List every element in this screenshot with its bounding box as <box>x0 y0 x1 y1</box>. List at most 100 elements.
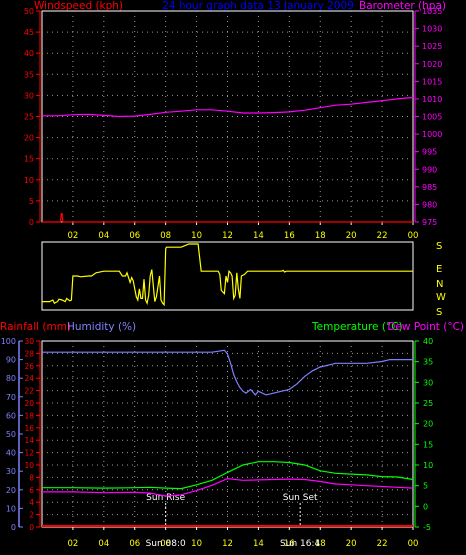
panel2-frame <box>41 241 414 311</box>
barometer-tick-label: 975 <box>422 218 437 227</box>
chart-title: 24 hour graph data 13 January 2009 <box>162 0 354 12</box>
x-tick-label: 20 <box>346 231 357 241</box>
dewpoint-axis-title: Dew Point (°C) <box>387 321 464 333</box>
x-tick-label: 16 <box>284 539 295 549</box>
rainfall-tick-label: 18 <box>24 411 34 420</box>
temperature-axis: -5 0 5 10 15 20 25 30 35 40 <box>414 337 433 532</box>
barometer-line <box>42 96 414 118</box>
rainfall-tick-label: 0 <box>29 523 34 532</box>
humidity-tick-label: 30 <box>6 467 16 476</box>
direction-label: E <box>436 264 442 275</box>
humidity-tick-label: 60 <box>6 411 16 420</box>
humidity-tick-label: 70 <box>6 393 16 402</box>
x-tick-label: 02 <box>68 231 79 241</box>
x-tick-label: 04 <box>98 231 109 241</box>
humidity-axis: 0 10 20 30 40 50 60 70 80 90 100 <box>1 337 23 532</box>
temperature-tick-label: 15 <box>423 440 433 449</box>
temperature-tick-label: 5 <box>423 482 428 491</box>
panel1-x-axis: 02 04 06 08 10 12 14 16 18 20 22 00 <box>68 222 418 241</box>
barometer-tick-label: 1030 <box>422 25 442 34</box>
rainfall-tick-label: 20 <box>24 399 34 408</box>
x-tick-label: 12 <box>222 231 233 241</box>
humidity-tick-label: 50 <box>6 430 16 439</box>
windspeed-line <box>42 213 413 223</box>
x-tick-label: 06 <box>129 539 140 549</box>
barometer-tick-label: 995 <box>422 148 437 157</box>
direction-label: S <box>436 307 442 318</box>
rainfall-tick-label: 6 <box>29 486 34 495</box>
windspeed-tick-label: 30 <box>24 91 34 100</box>
x-tick-label: 12 <box>222 539 233 549</box>
panel3-frame <box>41 340 414 528</box>
x-tick-label: 14 <box>253 231 264 241</box>
x-tick-label: 22 <box>377 539 388 549</box>
windspeed-tick-label: 10 <box>24 176 34 185</box>
x-tick-label: 10 <box>191 231 202 241</box>
barometer-tick-label: 990 <box>422 165 437 174</box>
windspeed-tick-label: 35 <box>24 70 34 79</box>
barometer-tick-label: 1010 <box>422 95 442 104</box>
x-tick-label: 04 <box>98 539 109 549</box>
panel1-grid <box>42 11 413 222</box>
barometer-tick-label: 985 <box>422 183 437 192</box>
rainfall-tick-label: 22 <box>24 387 34 396</box>
panel3-x-axis: 02 04 06 08 10 12 14 16 18 20 22 00 <box>68 527 418 549</box>
wind-direction-line <box>42 243 413 307</box>
barometer-tick-label: 1015 <box>422 77 442 86</box>
x-tick-label: 14 <box>253 539 264 549</box>
direction-label: W <box>436 292 446 303</box>
temperature-tick-label: 25 <box>423 399 433 408</box>
windspeed-tick-label: 25 <box>24 113 34 122</box>
humidity-tick-label: 100 <box>1 337 16 346</box>
humidity-line <box>42 349 413 396</box>
barometer-tick-label: 1020 <box>422 60 442 69</box>
x-tick-label: 22 <box>377 231 388 241</box>
windspeed-axis-title: Windspeed (kph) <box>34 0 123 12</box>
rainfall-tick-label: 14 <box>24 436 34 445</box>
x-tick-label: 10 <box>191 539 202 549</box>
barometer-axis: 975 980 985 990 995 1000 1005 1010 1015 1020 1025 1… <box>414 7 442 227</box>
dewpoint-line <box>42 477 414 497</box>
x-tick-label: 18 <box>315 231 326 241</box>
sunrise-label: Sun Rise <box>146 493 185 503</box>
temperature-tick-label: 40 <box>423 337 433 346</box>
humidity-axis-title: Humidity (%) <box>67 321 136 333</box>
windspeed-tick-label: 15 <box>24 155 34 164</box>
windspeed-tick-label: 5 <box>29 197 34 206</box>
x-tick-label: 16 <box>284 231 295 241</box>
temperature-tick-label: 20 <box>423 420 433 429</box>
rainfall-tick-label: 10 <box>24 461 34 470</box>
temperature-tick-label: 30 <box>423 378 433 387</box>
panel3-grid <box>42 341 413 527</box>
x-tick-label: 18 <box>315 539 326 549</box>
temperature-axis-title: Temperature (°C) <box>311 321 403 333</box>
temperature-tick-label: -5 <box>423 523 431 532</box>
sun-markers: Sun Rise Sun Set Sun 08:0 Sun 16:4 <box>146 493 321 549</box>
barometer-axis-title: Barometer (hpa) <box>359 0 446 12</box>
temperature-line <box>42 461 414 490</box>
x-tick-label: 02 <box>68 539 79 549</box>
sunset-label: Sun Set <box>283 493 318 503</box>
temperature-tick-label: 10 <box>423 461 433 470</box>
x-tick-label: 20 <box>346 539 357 549</box>
windspeed-tick-label: 0 <box>29 218 34 227</box>
x-tick-label: 08 <box>160 231 171 241</box>
windspeed-tick-label: 50 <box>24 7 34 16</box>
barometer-tick-label: 980 <box>422 200 437 209</box>
humidity-tick-label: 0 <box>11 523 16 532</box>
x-tick-label: 06 <box>129 231 140 241</box>
rainfall-tick-label: 28 <box>24 349 34 358</box>
humidity-tick-label: 10 <box>6 504 16 513</box>
rainfall-tick-label: 2 <box>29 511 34 520</box>
humidity-tick-label: 90 <box>6 356 16 365</box>
rainfall-axis-title: Rainfall (mm) <box>0 321 71 333</box>
rainfall-tick-label: 8 <box>29 473 34 482</box>
rainfall-tick-label: 12 <box>24 449 34 458</box>
barometer-tick-label: 1000 <box>422 130 442 139</box>
barometer-tick-label: 1005 <box>422 113 442 122</box>
